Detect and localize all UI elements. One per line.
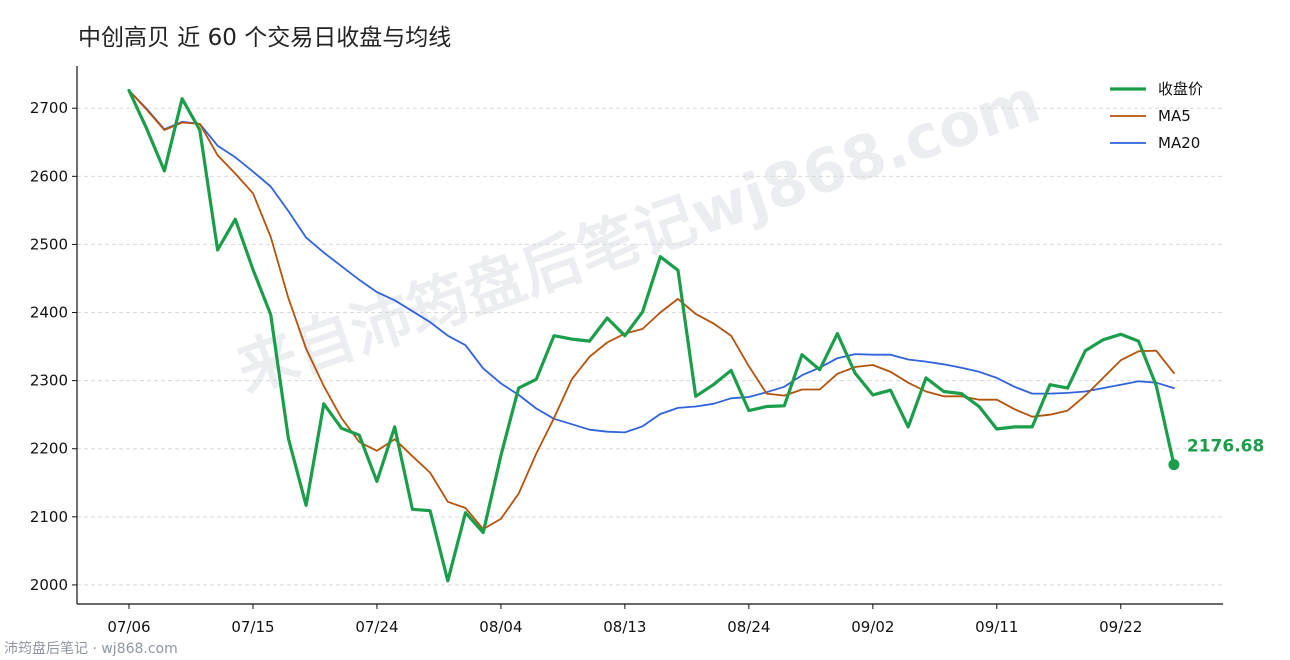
y-tick-label: 2400: [30, 304, 68, 322]
y-tick-label: 2300: [30, 372, 68, 390]
y-tick-label: 2000: [30, 576, 68, 594]
last-close-marker: [1168, 459, 1180, 471]
x-tick-label: 07/15: [231, 618, 274, 636]
x-tick-label: 09/11: [975, 618, 1018, 636]
x-tick-label: 09/02: [851, 618, 894, 636]
x-tick-label: 09/22: [1099, 618, 1142, 636]
watermark-text: 来自沛筠盘后笔记wj868.com: [228, 66, 1048, 407]
legend-label: 收盘价: [1158, 80, 1203, 98]
chart-title: 中创高贝 近 60 个交易日收盘与均线: [78, 25, 452, 51]
x-tick-label: 08/13: [603, 618, 646, 636]
series-line-close: [127, 88, 1176, 583]
series-line-ma20: [128, 89, 1175, 434]
tick-labels: 2000 2100 2200 2300 2400 2500 2600 2700 07/06 07/…: [30, 99, 1143, 636]
y-tick-label: 2600: [30, 167, 68, 185]
grid-lines: [77, 107, 1223, 586]
legend: 收盘价 MA5 MA20: [1110, 80, 1203, 152]
axes: [72, 66, 1223, 609]
x-tick-label: 08/04: [479, 618, 522, 636]
y-tick-label: 2200: [30, 440, 68, 458]
series-lines: [127, 88, 1176, 583]
legend-label: MA5: [1158, 107, 1191, 125]
x-tick-label: 07/24: [355, 618, 398, 636]
footer-credit: 沛筠盘后笔记 · wj868.com: [4, 641, 178, 657]
y-tick-label: 2100: [30, 508, 68, 526]
y-tick-label: 2500: [30, 235, 68, 253]
last-close-annotation: 2176.68: [1168, 437, 1264, 471]
legend-label: MA20: [1158, 134, 1200, 152]
last-close-label: 2176.68: [1187, 437, 1264, 457]
x-tick-label: 07/06: [107, 618, 150, 636]
series-line-ma5: [128, 89, 1175, 530]
x-tick-label: 08/24: [727, 618, 770, 636]
y-tick-label: 2700: [30, 99, 68, 117]
